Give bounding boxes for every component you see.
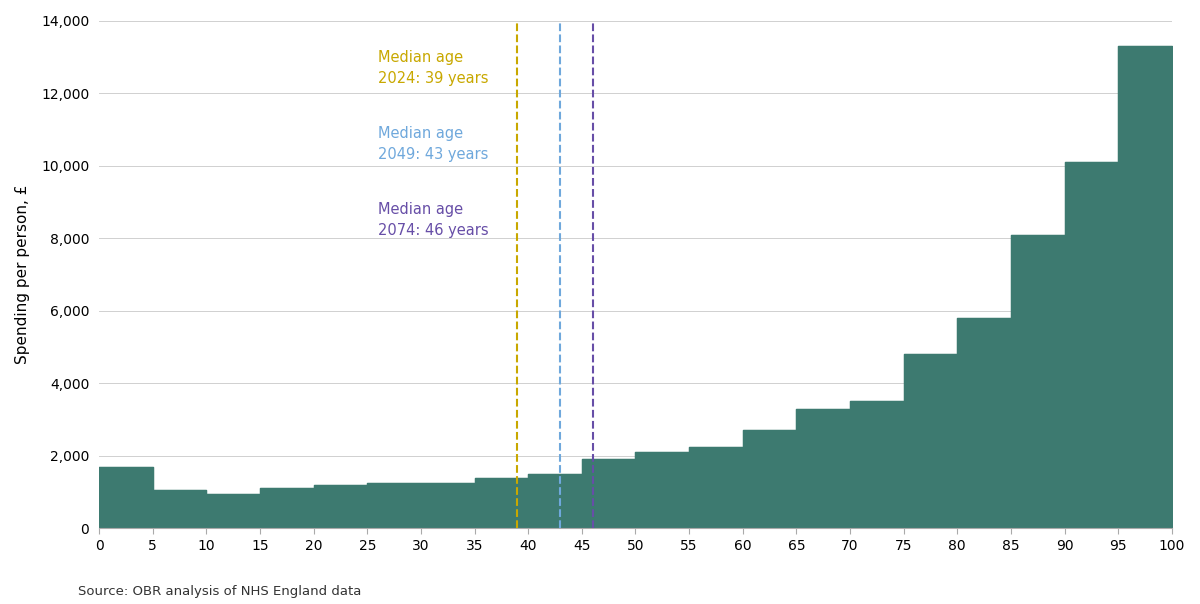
Text: Source: OBR analysis of NHS England data: Source: OBR analysis of NHS England data — [78, 585, 361, 598]
Text: Median age
2049: 43 years: Median age 2049: 43 years — [378, 126, 488, 162]
Text: Median age
2074: 46 years: Median age 2074: 46 years — [378, 202, 488, 238]
Y-axis label: Spending per person, £: Spending per person, £ — [14, 185, 30, 364]
Text: Median age
2024: 39 years: Median age 2024: 39 years — [378, 50, 488, 86]
